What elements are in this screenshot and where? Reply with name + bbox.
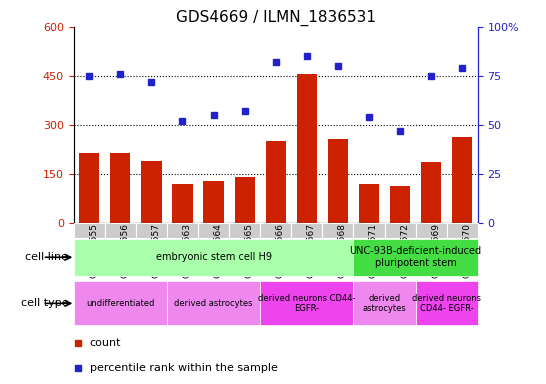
Bar bbox=[204, 181, 224, 223]
Bar bbox=[353, 223, 384, 238]
Text: derived neurons CD44-
EGFR-: derived neurons CD44- EGFR- bbox=[258, 294, 355, 313]
Bar bbox=[260, 281, 353, 326]
Bar bbox=[74, 223, 105, 238]
Bar bbox=[447, 223, 478, 238]
Bar bbox=[328, 139, 348, 223]
Bar bbox=[322, 223, 353, 238]
Bar bbox=[235, 177, 255, 223]
Text: GSM997570: GSM997570 bbox=[462, 223, 471, 278]
Bar bbox=[141, 161, 162, 223]
Text: GSM997571: GSM997571 bbox=[369, 223, 378, 278]
Text: undifferentiated: undifferentiated bbox=[86, 299, 155, 308]
Bar bbox=[416, 281, 478, 326]
Bar bbox=[416, 223, 447, 238]
Text: embryonic stem cell H9: embryonic stem cell H9 bbox=[156, 252, 271, 262]
Bar bbox=[74, 281, 167, 326]
Bar bbox=[110, 152, 130, 223]
Bar bbox=[421, 162, 441, 223]
Bar bbox=[229, 223, 260, 238]
Text: derived
astrocytes: derived astrocytes bbox=[363, 294, 406, 313]
Text: GSM997566: GSM997566 bbox=[276, 223, 284, 278]
Bar bbox=[74, 239, 353, 276]
Text: derived neurons
CD44- EGFR-: derived neurons CD44- EGFR- bbox=[412, 294, 481, 313]
Text: GSM997563: GSM997563 bbox=[182, 223, 192, 278]
Text: cell line: cell line bbox=[25, 252, 68, 262]
Text: cell type: cell type bbox=[21, 298, 68, 308]
Bar bbox=[105, 223, 136, 238]
Text: GSM997564: GSM997564 bbox=[213, 223, 223, 278]
Title: GDS4669 / ILMN_1836531: GDS4669 / ILMN_1836531 bbox=[176, 9, 376, 25]
Text: GSM997568: GSM997568 bbox=[338, 223, 347, 278]
Text: GSM997567: GSM997567 bbox=[307, 223, 316, 278]
Bar bbox=[266, 141, 286, 223]
Text: percentile rank within the sample: percentile rank within the sample bbox=[90, 362, 278, 373]
Bar bbox=[452, 137, 472, 223]
Bar bbox=[390, 186, 410, 223]
Text: count: count bbox=[90, 338, 121, 348]
Bar bbox=[198, 223, 229, 238]
Bar bbox=[79, 152, 99, 223]
Bar bbox=[291, 223, 322, 238]
Text: UNC-93B-deficient-induced
pluripotent stem: UNC-93B-deficient-induced pluripotent st… bbox=[349, 247, 482, 268]
Bar bbox=[167, 223, 198, 238]
Text: GSM997556: GSM997556 bbox=[120, 223, 129, 278]
Bar bbox=[353, 281, 416, 326]
Text: GSM997557: GSM997557 bbox=[151, 223, 161, 278]
Bar bbox=[173, 184, 193, 223]
Text: GSM997565: GSM997565 bbox=[245, 223, 254, 278]
Bar bbox=[384, 223, 416, 238]
Bar bbox=[136, 223, 167, 238]
Text: derived astrocytes: derived astrocytes bbox=[174, 299, 253, 308]
Bar bbox=[353, 239, 478, 276]
Text: GSM997555: GSM997555 bbox=[89, 223, 98, 278]
Text: GSM997572: GSM997572 bbox=[400, 223, 409, 278]
Bar bbox=[167, 281, 260, 326]
Text: GSM997569: GSM997569 bbox=[431, 223, 440, 278]
Bar bbox=[359, 184, 379, 223]
Bar bbox=[260, 223, 291, 238]
Bar bbox=[296, 74, 317, 223]
